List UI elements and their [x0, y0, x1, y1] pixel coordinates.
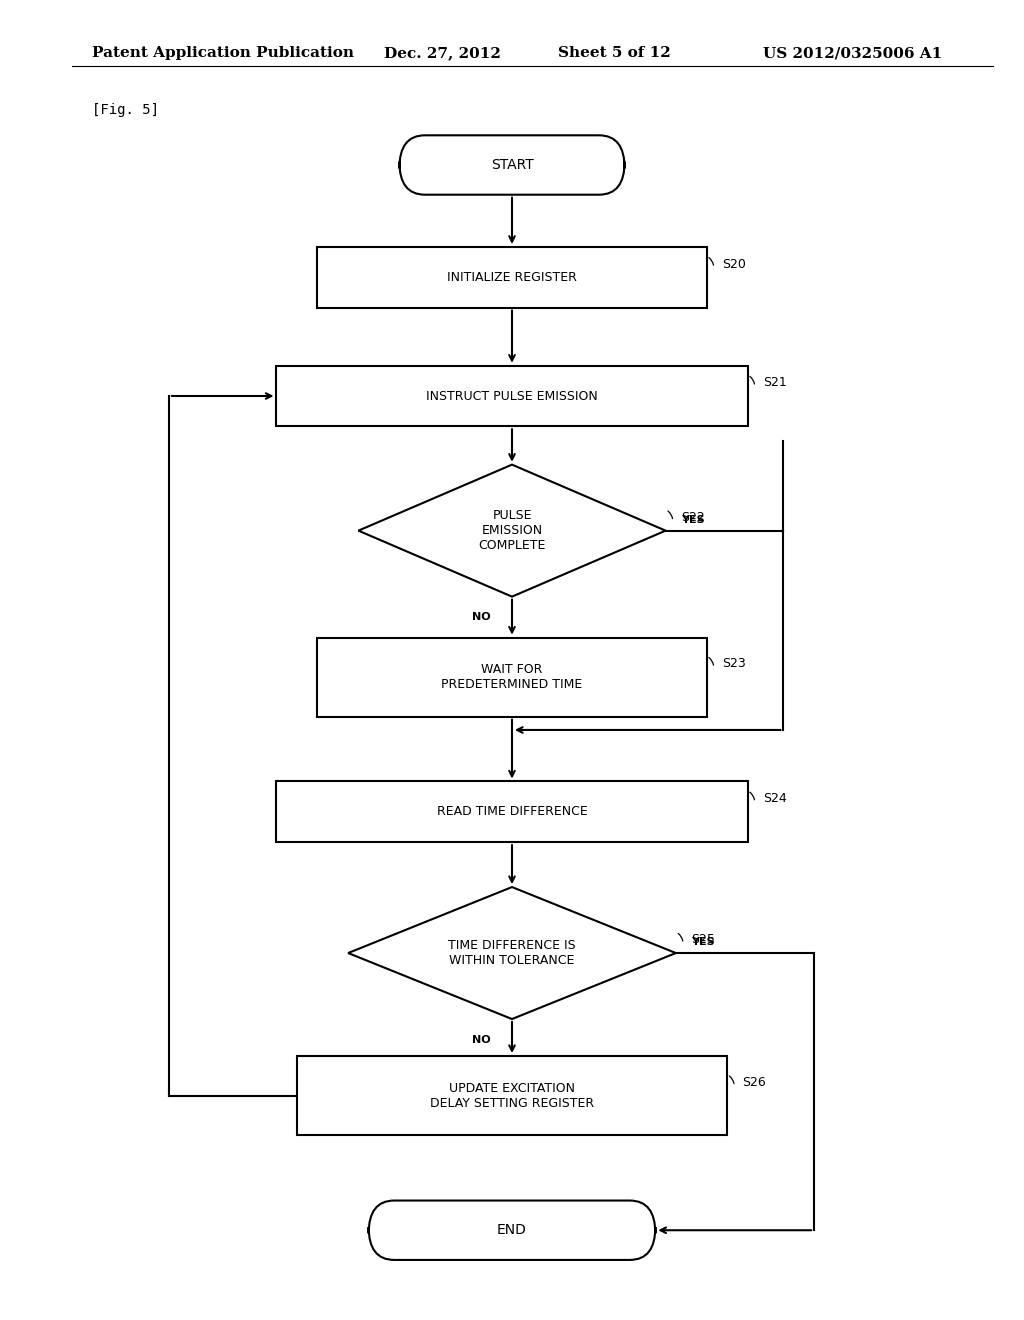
- Text: NO: NO: [472, 612, 490, 623]
- Text: START: START: [490, 158, 534, 172]
- Polygon shape: [358, 465, 666, 597]
- Bar: [317, 247, 707, 308]
- Text: END: END: [497, 1224, 527, 1237]
- Text: INSTRUCT PULSE EMISSION: INSTRUCT PULSE EMISSION: [426, 389, 598, 403]
- Text: Dec. 27, 2012: Dec. 27, 2012: [384, 46, 501, 61]
- FancyBboxPatch shape: [399, 135, 625, 195]
- Bar: [297, 1056, 727, 1135]
- Bar: [276, 366, 748, 426]
- FancyBboxPatch shape: [369, 1201, 655, 1259]
- Text: US 2012/0325006 A1: US 2012/0325006 A1: [763, 46, 942, 61]
- Text: S23: S23: [722, 657, 745, 671]
- Text: S24: S24: [763, 792, 786, 805]
- Text: PULSE
EMISSION
COMPLETE: PULSE EMISSION COMPLETE: [478, 510, 546, 552]
- Text: S20: S20: [722, 257, 745, 271]
- Text: [Fig. 5]: [Fig. 5]: [92, 103, 159, 117]
- Text: YES: YES: [691, 937, 715, 948]
- Bar: [317, 638, 707, 717]
- Text: S22: S22: [681, 511, 705, 524]
- Polygon shape: [348, 887, 676, 1019]
- Text: YES: YES: [681, 515, 705, 525]
- Text: TIME DIFFERENCE IS
WITHIN TOLERANCE: TIME DIFFERENCE IS WITHIN TOLERANCE: [449, 939, 575, 968]
- Text: S21: S21: [763, 376, 786, 389]
- Text: NO: NO: [472, 1035, 490, 1045]
- Text: Sheet 5 of 12: Sheet 5 of 12: [558, 46, 671, 61]
- Text: S26: S26: [742, 1076, 766, 1089]
- Text: UPDATE EXCITATION
DELAY SETTING REGISTER: UPDATE EXCITATION DELAY SETTING REGISTER: [430, 1081, 594, 1110]
- Text: READ TIME DIFFERENCE: READ TIME DIFFERENCE: [436, 805, 588, 818]
- Text: WAIT FOR
PREDETERMINED TIME: WAIT FOR PREDETERMINED TIME: [441, 663, 583, 692]
- Text: S25: S25: [691, 933, 715, 946]
- Text: INITIALIZE REGISTER: INITIALIZE REGISTER: [447, 271, 577, 284]
- Bar: [276, 781, 748, 842]
- Text: Patent Application Publication: Patent Application Publication: [92, 46, 354, 61]
